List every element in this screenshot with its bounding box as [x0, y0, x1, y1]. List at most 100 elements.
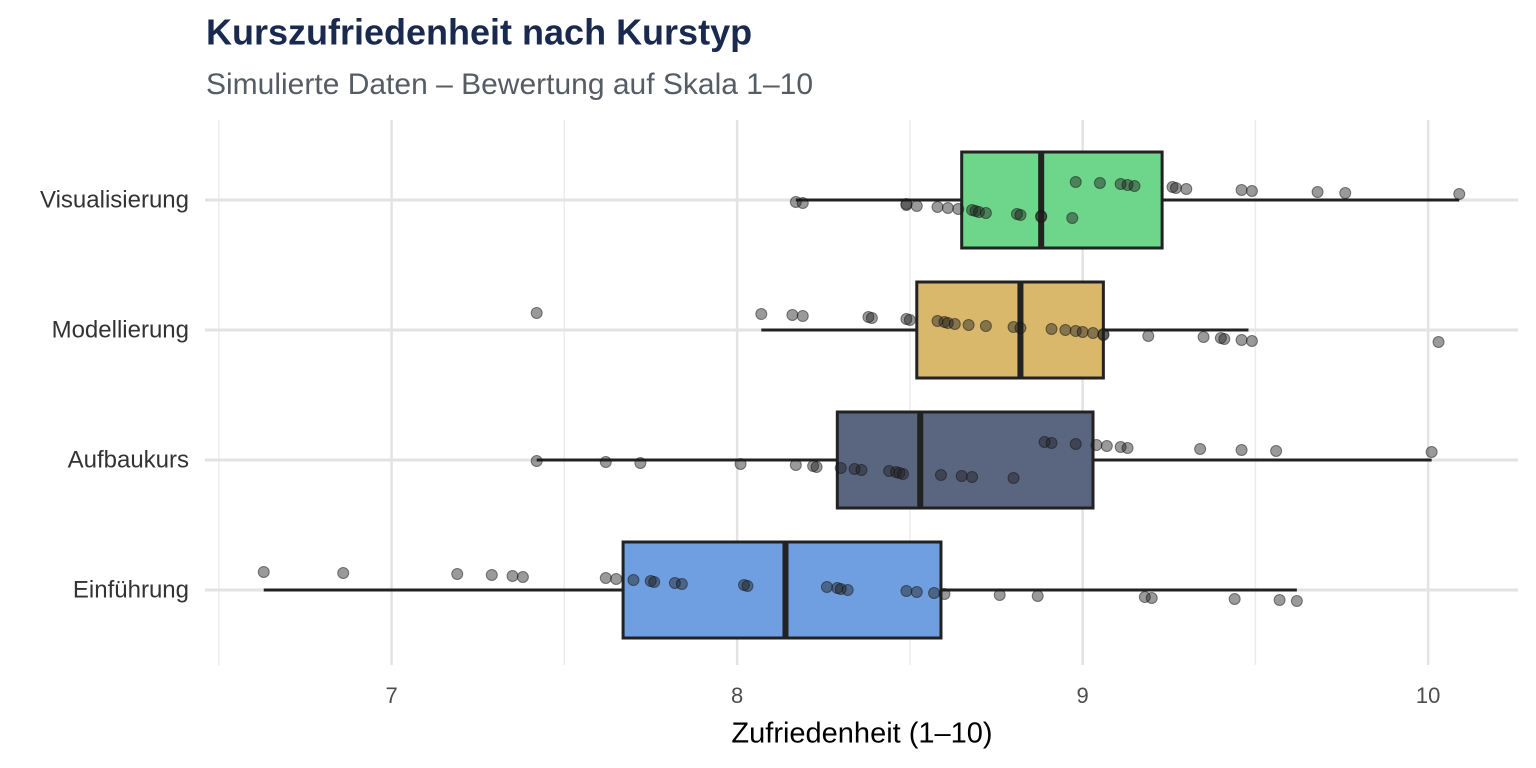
data-point — [1245, 185, 1258, 197]
data-point — [1090, 439, 1103, 451]
data-point — [530, 307, 543, 319]
data-point — [979, 320, 992, 332]
data-point — [941, 202, 954, 214]
data-point — [900, 585, 913, 597]
data-point — [516, 571, 529, 583]
data-point — [1100, 440, 1113, 452]
data-point — [675, 578, 688, 590]
data-point — [1218, 333, 1231, 345]
data-point — [1235, 334, 1248, 346]
y-tick-label: Aufbaukurs — [68, 446, 189, 473]
data-point — [741, 580, 754, 592]
data-point — [1014, 209, 1027, 221]
data-point — [966, 471, 979, 483]
y-tick-label: Einführung — [73, 576, 189, 603]
data-point — [1273, 594, 1286, 606]
data-point — [938, 588, 951, 600]
data-point — [1311, 186, 1324, 198]
data-point — [789, 459, 802, 471]
x-tick-label: 10 — [1416, 683, 1440, 708]
data-point — [1093, 177, 1106, 189]
data-point — [1076, 326, 1089, 338]
data-point — [993, 589, 1006, 601]
data-point — [648, 576, 661, 588]
data-point — [948, 318, 961, 330]
data-point — [900, 199, 913, 211]
data-point — [1087, 327, 1100, 339]
data-point — [962, 319, 975, 331]
data-point — [1007, 472, 1020, 484]
data-point — [506, 570, 519, 582]
data-point — [1031, 590, 1044, 602]
data-point — [451, 568, 464, 580]
chart-subtitle: Simulierte Daten – Bewertung auf Skala 1… — [206, 68, 813, 101]
data-point — [952, 203, 965, 215]
data-point — [599, 572, 612, 584]
data-point — [1066, 212, 1079, 224]
data-point — [1014, 322, 1027, 334]
data-point — [1035, 211, 1048, 223]
data-point — [931, 201, 944, 213]
data-point — [796, 310, 809, 322]
data-point — [337, 567, 350, 579]
data-point — [1290, 595, 1303, 607]
data-point — [1339, 187, 1352, 199]
y-tick-label: Modellierung — [52, 316, 189, 343]
data-point — [955, 470, 968, 482]
data-point — [896, 468, 909, 480]
data-point — [530, 455, 543, 467]
x-tick-label: 7 — [385, 683, 397, 708]
box — [915, 280, 1105, 380]
data-point — [755, 308, 768, 320]
data-point — [910, 586, 923, 598]
data-point — [1180, 183, 1193, 195]
data-point — [1270, 445, 1283, 457]
data-point — [1045, 437, 1058, 449]
x-tick-label: 9 — [1077, 683, 1089, 708]
data-point — [910, 200, 923, 212]
box — [835, 410, 1095, 510]
data-point — [1194, 443, 1207, 455]
data-point — [1128, 180, 1141, 192]
plot-area — [257, 150, 1466, 640]
data-point — [841, 584, 854, 596]
data-point — [796, 197, 809, 209]
data-point — [1432, 336, 1445, 348]
data-point — [979, 207, 992, 219]
data-point — [934, 469, 947, 481]
data-point — [1425, 446, 1438, 458]
data-point — [599, 456, 612, 468]
chart-title: Kurszufriedenheit nach Kurstyp — [206, 12, 752, 53]
data-point — [257, 566, 270, 578]
data-point — [1145, 592, 1158, 604]
data-point — [610, 573, 623, 585]
data-point — [1142, 330, 1155, 342]
data-point — [1169, 182, 1182, 194]
data-point — [855, 464, 868, 476]
data-point — [834, 462, 847, 474]
data-point — [1228, 593, 1241, 605]
data-point — [1197, 331, 1210, 343]
data-point — [1245, 335, 1258, 347]
data-point — [928, 587, 941, 599]
data-point — [1235, 444, 1248, 456]
data-point — [786, 309, 799, 321]
data-point — [485, 569, 498, 581]
box — [960, 150, 1164, 250]
x-axis-label: Zufriedenheit (1–10) — [731, 718, 992, 750]
data-point — [865, 312, 878, 324]
y-tick-label: Visualisierung — [40, 186, 189, 213]
data-point — [903, 314, 916, 326]
data-point — [634, 457, 647, 469]
data-point — [1097, 329, 1110, 341]
data-point — [820, 581, 833, 593]
box — [621, 540, 943, 640]
data-point — [1121, 442, 1134, 454]
data-point — [627, 574, 640, 586]
data-point — [1453, 188, 1466, 200]
data-point — [810, 461, 823, 473]
data-point — [1045, 323, 1058, 335]
data-point — [1235, 184, 1248, 196]
data-point — [1069, 438, 1082, 450]
